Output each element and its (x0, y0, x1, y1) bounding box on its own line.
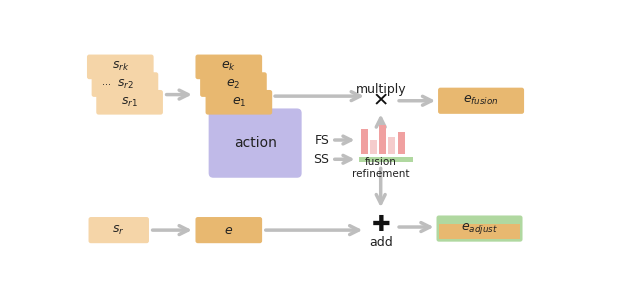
Text: $e_2$: $e_2$ (227, 78, 241, 91)
Text: fusion
refinement: fusion refinement (352, 157, 410, 179)
Bar (397, 132, 404, 154)
Text: $s_{rk}$: $s_{rk}$ (111, 60, 129, 73)
Text: ✕: ✕ (372, 91, 389, 110)
Bar (439, 224, 520, 239)
FancyBboxPatch shape (88, 217, 149, 243)
Text: $e_{fusion}$: $e_{fusion}$ (463, 94, 499, 107)
Text: $e$: $e$ (224, 223, 234, 237)
FancyBboxPatch shape (438, 88, 524, 114)
FancyBboxPatch shape (200, 72, 267, 97)
Text: multiply: multiply (355, 84, 406, 96)
Text: $s_r$: $s_r$ (113, 223, 125, 237)
FancyBboxPatch shape (195, 55, 262, 79)
Bar (359, 157, 413, 162)
Text: $e_{adjust}$: $e_{adjust}$ (461, 221, 498, 236)
Text: SS: SS (314, 153, 330, 166)
Text: $e_k$: $e_k$ (221, 60, 236, 73)
FancyBboxPatch shape (92, 72, 158, 97)
FancyBboxPatch shape (436, 216, 522, 242)
Bar (388, 137, 396, 154)
Text: add: add (369, 236, 392, 249)
Text: $s_{r1}$: $s_{r1}$ (121, 96, 138, 109)
FancyBboxPatch shape (87, 55, 154, 79)
Text: $s_{r2}$: $s_{r2}$ (116, 78, 133, 91)
FancyBboxPatch shape (209, 108, 301, 178)
Text: ...: ... (102, 77, 111, 87)
Text: $e_1$: $e_1$ (232, 96, 246, 109)
Bar (379, 125, 386, 154)
FancyBboxPatch shape (205, 90, 272, 115)
Text: action: action (234, 136, 276, 150)
Text: FS: FS (315, 134, 330, 146)
FancyBboxPatch shape (195, 217, 262, 243)
Bar (370, 140, 377, 154)
FancyBboxPatch shape (96, 90, 163, 115)
Text: ✚: ✚ (371, 216, 390, 235)
Bar (360, 129, 367, 154)
